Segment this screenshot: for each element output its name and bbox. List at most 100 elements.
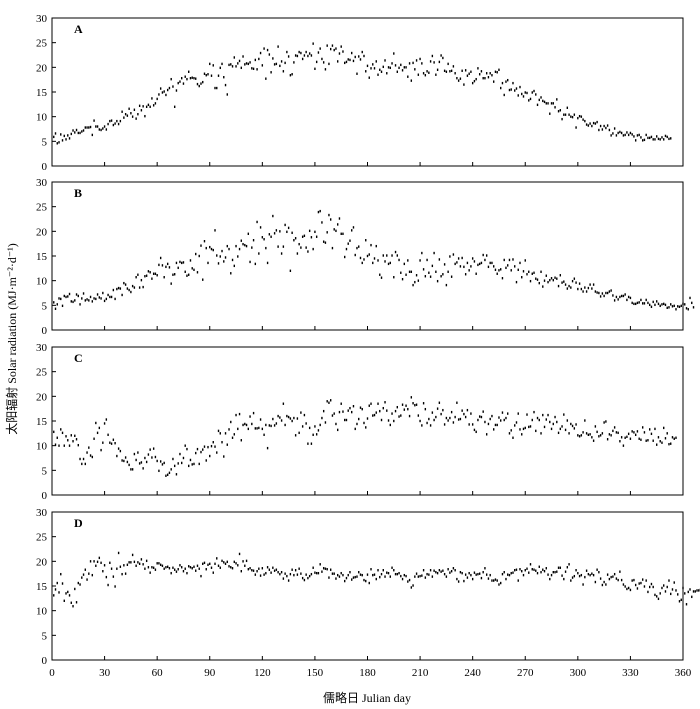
data-point xyxy=(282,577,285,580)
data-point xyxy=(587,286,590,290)
data-point xyxy=(86,126,88,129)
data-point xyxy=(277,245,279,248)
data-point xyxy=(529,563,532,566)
data-point xyxy=(351,229,353,232)
data-point xyxy=(193,268,195,272)
data-point xyxy=(419,57,421,61)
data-point xyxy=(508,432,511,435)
data-point xyxy=(310,442,313,445)
data-point xyxy=(531,418,533,422)
data-point xyxy=(96,125,99,128)
data-point xyxy=(329,47,332,51)
data-point xyxy=(307,250,309,253)
data-point xyxy=(482,570,484,574)
data-point xyxy=(575,569,577,572)
data-point xyxy=(151,277,153,280)
data-point xyxy=(130,561,132,564)
data-point xyxy=(370,568,372,571)
data-point xyxy=(591,572,593,575)
data-point xyxy=(391,566,393,569)
data-point xyxy=(145,274,148,277)
data-point xyxy=(300,246,302,249)
data-point xyxy=(344,255,346,259)
data-point xyxy=(128,463,130,467)
data-point xyxy=(372,63,374,66)
data-point xyxy=(500,419,502,422)
data-point xyxy=(84,568,86,571)
data-point xyxy=(482,410,484,413)
data-point xyxy=(468,269,470,272)
data-point xyxy=(652,300,654,304)
data-point xyxy=(377,569,379,572)
data-point xyxy=(328,213,330,217)
data-point xyxy=(93,297,95,300)
data-point xyxy=(331,572,334,575)
data-point xyxy=(435,73,437,76)
data-point xyxy=(280,60,283,63)
data-point xyxy=(317,571,320,575)
data-point xyxy=(240,239,242,242)
data-point xyxy=(575,423,577,426)
data-point xyxy=(461,409,463,412)
data-point xyxy=(678,600,681,603)
data-point xyxy=(424,74,427,77)
data-point xyxy=(643,585,646,588)
data-point xyxy=(365,70,367,73)
data-point xyxy=(117,122,120,126)
data-point xyxy=(393,419,395,423)
data-point xyxy=(470,265,472,268)
data-point xyxy=(158,93,160,96)
data-point xyxy=(68,292,71,296)
data-point xyxy=(98,296,101,299)
data-point xyxy=(170,468,172,471)
data-point xyxy=(284,423,286,427)
data-point xyxy=(389,423,391,427)
data-point xyxy=(489,417,491,421)
data-point xyxy=(268,424,271,427)
data-point xyxy=(634,433,637,437)
data-point xyxy=(300,572,302,575)
data-point xyxy=(373,257,376,260)
data-point xyxy=(503,418,505,422)
data-point xyxy=(608,433,611,436)
data-point xyxy=(500,581,502,585)
data-point xyxy=(351,578,353,581)
data-point xyxy=(505,416,507,420)
data-point xyxy=(659,304,661,308)
data-point xyxy=(74,434,76,437)
data-point xyxy=(326,44,328,47)
data-point xyxy=(156,562,158,565)
data-point xyxy=(554,106,556,109)
data-point xyxy=(691,595,693,599)
data-point xyxy=(289,269,292,272)
data-point xyxy=(161,264,164,267)
data-point xyxy=(407,580,409,583)
data-point xyxy=(252,67,255,71)
data-point xyxy=(412,283,414,287)
data-point xyxy=(177,81,179,85)
data-point xyxy=(573,113,576,116)
data-point xyxy=(161,564,164,567)
data-point xyxy=(396,572,398,576)
data-point xyxy=(422,72,425,75)
data-point xyxy=(100,128,102,132)
data-point xyxy=(158,263,160,267)
data-point xyxy=(95,297,97,301)
data-point xyxy=(649,428,651,431)
data-point xyxy=(636,301,639,305)
data-point xyxy=(417,414,420,417)
data-point xyxy=(493,80,495,83)
data-point xyxy=(102,441,104,444)
data-point xyxy=(507,573,509,576)
data-point xyxy=(401,277,404,281)
data-point xyxy=(578,282,581,285)
data-point xyxy=(473,428,476,432)
data-point xyxy=(321,570,323,573)
data-point xyxy=(324,421,327,424)
data-point xyxy=(605,291,607,295)
data-point xyxy=(200,574,202,578)
data-point xyxy=(210,566,213,569)
data-point xyxy=(202,278,204,281)
data-point xyxy=(585,123,588,126)
data-point xyxy=(652,585,654,589)
